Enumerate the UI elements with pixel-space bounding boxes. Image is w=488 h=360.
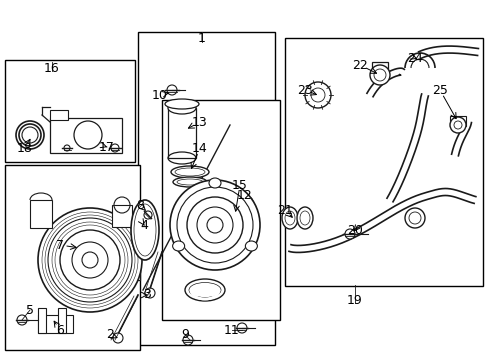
Circle shape [404, 208, 424, 228]
Bar [285, 38, 482, 286]
Bar [5, 60, 135, 162]
Bar [105, 225, 140, 280]
Text: 7: 7 [56, 239, 64, 252]
Circle shape [38, 208, 142, 312]
Bar [168, 108, 196, 158]
Ellipse shape [173, 177, 206, 187]
Ellipse shape [296, 207, 312, 229]
Bar [5, 165, 140, 350]
Circle shape [177, 187, 252, 263]
Ellipse shape [172, 241, 184, 251]
Circle shape [183, 335, 193, 345]
Circle shape [167, 85, 177, 95]
Text: 18: 18 [17, 141, 33, 154]
Circle shape [60, 230, 120, 290]
Circle shape [113, 333, 123, 343]
Ellipse shape [184, 279, 224, 301]
Text: 22: 22 [351, 59, 367, 72]
Ellipse shape [299, 211, 309, 225]
Text: 2: 2 [106, 328, 114, 342]
Circle shape [305, 82, 330, 108]
Bar [50, 110, 68, 120]
Text: 3: 3 [143, 288, 151, 302]
Text: 21: 21 [277, 203, 292, 216]
Bar [50, 118, 122, 153]
Circle shape [206, 217, 223, 233]
Circle shape [408, 212, 420, 224]
Bar [162, 100, 280, 320]
Bar [371, 62, 387, 76]
Text: 14: 14 [192, 141, 207, 154]
Text: 15: 15 [232, 179, 247, 192]
Text: 19: 19 [346, 293, 362, 306]
Bar [112, 205, 132, 227]
Circle shape [17, 315, 27, 325]
Bar [449, 116, 465, 126]
Text: 16: 16 [44, 62, 60, 75]
Text: 13: 13 [192, 116, 207, 129]
Text: 6: 6 [56, 324, 64, 337]
Circle shape [64, 145, 70, 151]
Bar [30, 200, 52, 228]
Circle shape [22, 127, 38, 143]
Text: 11: 11 [224, 324, 240, 337]
Text: 25: 25 [431, 84, 447, 96]
Text: 17: 17 [99, 140, 115, 153]
Bar [38, 308, 46, 333]
Text: 5: 5 [26, 303, 34, 316]
Circle shape [197, 207, 232, 243]
Circle shape [449, 117, 465, 133]
Ellipse shape [285, 211, 294, 225]
Circle shape [186, 197, 243, 253]
Ellipse shape [164, 99, 199, 109]
Ellipse shape [131, 200, 159, 260]
Ellipse shape [171, 166, 208, 178]
Circle shape [369, 65, 389, 85]
Text: 9: 9 [181, 328, 188, 342]
Circle shape [373, 69, 385, 81]
Ellipse shape [134, 204, 156, 256]
Bar [138, 32, 274, 345]
Text: 24: 24 [407, 51, 422, 64]
Circle shape [170, 180, 260, 270]
Ellipse shape [208, 178, 221, 188]
Circle shape [82, 252, 98, 268]
Circle shape [143, 211, 152, 219]
Text: 23: 23 [297, 84, 312, 96]
Ellipse shape [175, 168, 204, 176]
Circle shape [345, 229, 354, 239]
Ellipse shape [282, 207, 297, 229]
Circle shape [310, 88, 325, 102]
Ellipse shape [189, 283, 221, 297]
Circle shape [237, 323, 246, 333]
Circle shape [243, 197, 252, 207]
Text: 12: 12 [237, 189, 252, 202]
Circle shape [145, 288, 155, 298]
Text: 4: 4 [140, 219, 148, 231]
Text: 1: 1 [198, 32, 205, 45]
Text: 10: 10 [152, 89, 167, 102]
Bar [58, 308, 66, 333]
Bar [38, 315, 73, 333]
Ellipse shape [177, 179, 203, 185]
Circle shape [111, 144, 119, 152]
Ellipse shape [245, 241, 257, 251]
Text: 8: 8 [136, 198, 143, 212]
Circle shape [16, 121, 44, 149]
Circle shape [453, 121, 461, 129]
Circle shape [72, 242, 108, 278]
Text: 20: 20 [346, 224, 362, 237]
Ellipse shape [168, 102, 196, 114]
Circle shape [48, 218, 132, 302]
